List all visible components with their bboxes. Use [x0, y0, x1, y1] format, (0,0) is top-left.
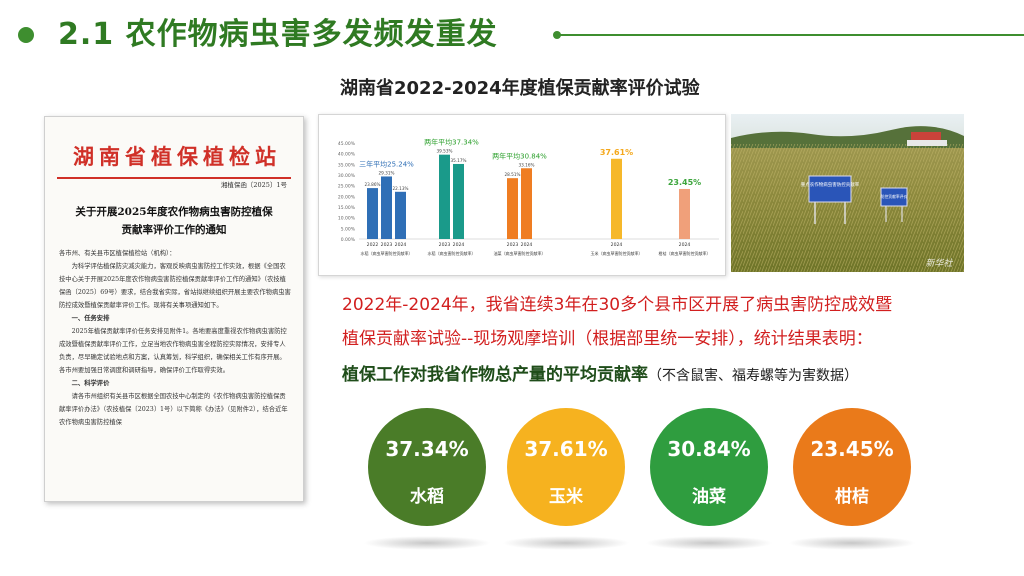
y-tick-label: 5.00%	[341, 226, 356, 232]
x-tick-label: 2024	[521, 242, 533, 248]
circle-shadow	[502, 536, 630, 550]
circle-shadow	[788, 536, 916, 550]
group-average-label: 37.61%	[600, 148, 633, 157]
x-tick-label: 2024	[679, 242, 691, 248]
header-divider	[560, 34, 1024, 36]
chart-bar	[611, 158, 622, 239]
chart-bar	[507, 178, 518, 239]
circle-percent: 37.61%	[524, 437, 608, 461]
y-tick-label: 35.00%	[338, 162, 356, 168]
y-tick-label: 15.00%	[338, 205, 356, 211]
chart-bar	[367, 188, 378, 239]
conclusion-note: （不含鼠害、福寿螺等为害数据）	[648, 368, 858, 384]
document-title-line2: 贡献率评价工作的通知	[121, 224, 227, 236]
circle-percent: 23.45%	[810, 437, 894, 461]
chart-bar	[439, 154, 450, 239]
document-section-1: 一、任务安排	[71, 315, 110, 322]
group-average-label: 三年平均25.24%	[359, 159, 414, 168]
rice-field-illustration: 重点农作物病虫害防控贡献率 防控贡献率评价 新华社	[731, 114, 964, 272]
field-sign-2-text: 防控贡献率评价	[881, 194, 908, 199]
chart-bar	[679, 188, 690, 239]
contribution-rate-chart: 0.00% 5.00% 10.00% 15.00% 20.00% 25.00% 30.00%…	[318, 114, 726, 276]
document-paragraph-2: 2025年植保贡献率评价任务安排见附件1。各地要高度重视农作物病虫害防控成效暨植…	[59, 328, 287, 374]
x-tick-label: 2024	[395, 242, 407, 248]
circle-shadow	[363, 536, 491, 550]
document-red-rule	[57, 177, 291, 179]
document-org-header: 湖南省植保植检站	[73, 144, 281, 169]
corn-rate-circle: 37.61% 玉米	[507, 408, 625, 526]
y-tick-label: 30.00%	[338, 173, 356, 179]
photo-watermark: 新华社	[925, 258, 953, 269]
official-notice-document: 湖南省植保植检站 湘植保函〔2025〕1号 关于开展2025年度农作物病虫害防控…	[44, 116, 304, 502]
group-caption: 柑桔（病虫草害防控贡献率）	[659, 250, 711, 256]
document-title-line1: 关于开展2025年度农作物病虫害防控植保	[75, 206, 273, 218]
chart-bar	[395, 191, 406, 239]
circle-crop: 玉米	[549, 487, 583, 507]
circle-percent: 37.34%	[385, 437, 469, 461]
summary-conclusion: 植保工作对我省作物总产量的平均贡献率（不含鼠害、福寿螺等为害数据）	[342, 362, 982, 389]
page-title: 2.1 农作物病虫害多发频发重发	[58, 17, 498, 52]
circle-crop: 油菜	[692, 487, 726, 507]
y-tick-label: 45.00%	[338, 141, 356, 147]
document-body: 各市州、有关县市区植保植检站（机构）： 为科学评估植保防灾减灾能力，客观反映病虫…	[59, 247, 291, 429]
chart-bar	[453, 163, 464, 239]
group-caption: 油菜（病虫草害防控贡献率）	[494, 250, 546, 256]
document-section-2: 二、科学评价	[71, 380, 110, 387]
bar-data-label: 22.13%	[393, 186, 409, 191]
x-tick-label: 2024	[453, 242, 465, 248]
y-tick-label: 40.00%	[338, 152, 356, 158]
title-bullet-icon	[18, 27, 34, 43]
x-tick-label: 2023	[507, 242, 519, 248]
group-average-label: 23.45%	[668, 178, 701, 187]
y-tick-label: 25.00%	[338, 184, 356, 190]
circle-shadow	[645, 536, 773, 550]
citrus-rate-circle: 23.45% 柑桔	[793, 408, 911, 526]
rice-rate-circle: 37.34% 水稻	[368, 408, 486, 526]
bar-data-label: 29.31%	[379, 170, 395, 175]
group-caption: 水稻（病虫害防控贡献率）	[428, 250, 476, 256]
circle-crop: 柑桔	[835, 487, 869, 507]
x-tick-label: 2023	[439, 242, 451, 248]
group-caption: 水稻（病虫草害防控贡献率）	[361, 250, 413, 256]
bar-data-label: 23.86%	[365, 182, 381, 187]
group-average-label: 两年平均30.84%	[492, 151, 547, 160]
bar-data-label: 39.53%	[437, 149, 453, 154]
x-tick-label: 2023	[381, 242, 393, 248]
summary-line-1: 2022年-2024年，我省连续3年在30多个县市区开展了病虫害防控成效暨	[342, 295, 893, 315]
document-title: 关于开展2025年度农作物病虫害防控植保 贡献率评价工作的通知	[63, 203, 285, 239]
field-photo: 重点农作物病虫害防控贡献率 防控贡献率评价 新华社	[731, 114, 964, 272]
document-salutation: 各市州、有关县市区植保植检站（机构）：	[59, 250, 176, 257]
chart-bar	[381, 176, 392, 239]
conclusion-bold-text: 植保工作对我省作物总产量的平均贡献率	[342, 365, 648, 385]
bar-data-label: 35.17%	[451, 158, 467, 163]
field-sign-1-text: 重点农作物病虫害防控贡献率	[801, 181, 860, 188]
y-tick-label: 20.00%	[338, 194, 356, 200]
document-paragraph-1: 为科学评估植保防灾减灾能力，客观反映病虫害防控工作实效，根据《全国农技中心关于开…	[59, 263, 291, 309]
summary-paragraph: 2022年-2024年，我省连续3年在30多个县市区开展了病虫害防控成效暨 植保…	[342, 288, 972, 356]
rapeseed-rate-circle: 30.84% 油菜	[650, 408, 768, 526]
chart-svg: 0.00% 5.00% 10.00% 15.00% 20.00% 25.00% 30.00%…	[338, 138, 719, 256]
group-caption: 玉米（病虫草害防控贡献率）	[591, 250, 643, 256]
bar-data-label: 28.51%	[505, 172, 521, 177]
section-subtitle: 湖南省2022-2024年度植保贡献率评价试验	[340, 78, 700, 99]
bar-data-label: 33.16%	[519, 162, 535, 167]
y-tick-label: 0.00%	[341, 237, 356, 243]
document-number: 湘植保函〔2025〕1号	[220, 181, 287, 189]
chart-bar	[521, 168, 532, 239]
x-tick-label: 2024	[611, 242, 623, 248]
x-tick-label: 2022	[367, 242, 379, 248]
summary-line-2: 植保贡献率试验--现场观摩培训（根据部里统一安排），统计结果表明：	[342, 329, 873, 349]
group-average-label: 两年平均37.34%	[424, 138, 479, 147]
y-tick-label: 10.00%	[338, 216, 356, 222]
circle-crop: 水稻	[410, 487, 444, 507]
header-line-dot-icon	[553, 31, 561, 39]
circle-percent: 30.84%	[667, 437, 751, 461]
document-paragraph-3: 请各市州组织有关县市区根据全国农技中心制定的《农作物病虫害防控植保贡献率评价办法…	[59, 393, 288, 426]
